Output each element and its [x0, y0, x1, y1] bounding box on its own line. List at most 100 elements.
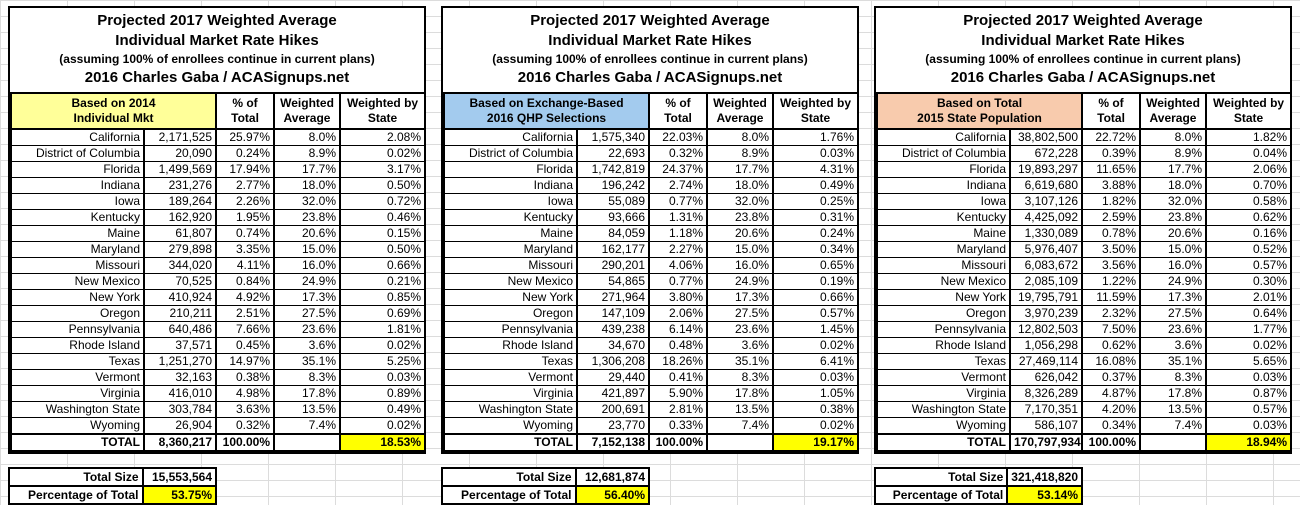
weighted-by-state-cell[interactable]: 0.89% [339, 385, 427, 402]
weighted-average-cell[interactable]: 17.8% [273, 385, 342, 402]
weighted-by-state-cell[interactable]: 0.16% [1205, 225, 1293, 242]
state-cell[interactable]: Washington State [876, 401, 1011, 418]
state-cell[interactable]: Missouri [876, 257, 1011, 274]
weighted-by-state-cell[interactable]: 0.02% [772, 337, 859, 354]
weighted-average-cell[interactable]: 7.4% [273, 417, 342, 435]
weighted-average-cell[interactable]: 8.3% [1139, 369, 1208, 386]
state-cell[interactable]: Wyoming [443, 417, 578, 435]
size-cell[interactable]: 672,228 [1008, 145, 1084, 162]
weighted-by-state-cell[interactable]: 0.49% [339, 401, 427, 418]
pct-of-total-cell[interactable]: 24.37% [648, 161, 708, 178]
weighted-by-state-cell[interactable]: 0.64% [1205, 305, 1293, 322]
state-cell[interactable]: Texas [10, 353, 145, 370]
size-cell[interactable]: 271,964 [576, 289, 650, 306]
weighted-average-cell[interactable]: 35.1% [706, 353, 774, 370]
state-cell[interactable]: Texas [443, 353, 578, 370]
pct-of-total-cell[interactable]: 1.31% [648, 209, 708, 226]
pct-of-total-cell[interactable]: 4.06% [648, 257, 708, 274]
state-cell[interactable]: Florida [443, 161, 578, 178]
pct-of-total-cell[interactable]: 1.22% [1081, 273, 1142, 290]
size-cell[interactable]: 55,089 [576, 193, 650, 210]
total-label-cell[interactable]: TOTAL [876, 433, 1011, 452]
weighted-average-header-cell[interactable]: Weighted Average [1139, 94, 1208, 130]
weighted-by-state-cell[interactable]: 0.50% [339, 177, 427, 194]
size-cell[interactable]: 1,330,089 [1008, 225, 1084, 242]
weighted-average-cell[interactable]: 15.0% [706, 241, 774, 258]
size-cell[interactable]: 1,056,298 [1008, 337, 1084, 354]
weighted-by-state-cell[interactable]: 2.08% [339, 128, 427, 146]
size-cell[interactable]: 61,807 [142, 225, 218, 242]
weighted-by-state-cell[interactable]: 0.85% [339, 289, 427, 306]
pct-of-total-cell[interactable]: 4.92% [215, 289, 276, 306]
size-cell[interactable]: 200,691 [576, 401, 650, 418]
pct-of-total-cell[interactable]: 2.32% [1081, 305, 1142, 322]
pct-of-total-cell[interactable]: 7.50% [1081, 321, 1142, 338]
weighted-average-cell[interactable]: 15.0% [1139, 241, 1208, 258]
size-cell[interactable]: 37,571 [142, 337, 218, 354]
weighted-by-state-cell[interactable]: 0.02% [1205, 337, 1293, 354]
pct-of-total-cell[interactable]: 3.88% [1081, 177, 1142, 194]
weighted-average-cell[interactable]: 32.0% [1139, 193, 1208, 210]
weighted-by-state-cell[interactable]: 1.82% [1205, 128, 1293, 146]
total-weighted-by-state-cell[interactable]: 19.17% [772, 433, 859, 452]
weighted-by-state-cell[interactable]: 5.25% [339, 353, 427, 370]
size-cell[interactable]: 189,264 [142, 193, 218, 210]
state-cell[interactable]: Missouri [443, 257, 578, 274]
size-cell[interactable]: 5,976,407 [1008, 241, 1084, 258]
weighted-average-cell[interactable]: 16.0% [1139, 257, 1208, 274]
weighted-average-cell[interactable]: 13.5% [1139, 401, 1208, 418]
state-cell[interactable]: Oregon [876, 305, 1011, 322]
pct-of-total-cell[interactable]: 1.18% [648, 225, 708, 242]
weighted-average-cell[interactable]: 27.5% [1139, 305, 1208, 322]
pct-of-total-cell[interactable]: 0.74% [215, 225, 276, 242]
weighted-by-state-cell[interactable]: 0.62% [1205, 209, 1293, 226]
state-cell[interactable]: Florida [876, 161, 1011, 178]
pct-of-total-cell[interactable]: 0.34% [1081, 417, 1142, 435]
weighted-by-state-cell[interactable]: 4.31% [772, 161, 859, 178]
pct-of-total-cell[interactable]: 22.03% [648, 128, 708, 146]
pct-of-total-cell[interactable]: 0.24% [215, 145, 276, 162]
size-cell[interactable]: 23,770 [576, 417, 650, 435]
pct-of-total-cell[interactable]: 0.33% [648, 417, 708, 435]
weighted-by-state-cell[interactable]: 0.03% [339, 369, 427, 386]
size-cell[interactable]: 290,201 [576, 257, 650, 274]
weighted-by-state-cell[interactable]: 0.46% [339, 209, 427, 226]
state-cell[interactable]: Maine [10, 225, 145, 242]
total-size-label-cell[interactable]: Total Size [8, 467, 144, 487]
total-weighted-by-state-cell[interactable]: 18.53% [339, 433, 427, 452]
state-cell[interactable]: Maine [876, 225, 1011, 242]
size-cell[interactable]: 34,670 [576, 337, 650, 354]
weighted-average-cell[interactable]: 24.9% [273, 273, 342, 290]
weighted-by-state-cell[interactable]: 3.17% [339, 161, 427, 178]
weighted-by-state-cell[interactable]: 0.65% [772, 257, 859, 274]
weighted-average-cell[interactable]: 18.0% [1139, 177, 1208, 194]
state-cell[interactable]: Pennsylvania [443, 321, 578, 338]
weighted-by-state-cell[interactable]: 6.41% [772, 353, 859, 370]
pct-of-total-cell[interactable]: 18.26% [648, 353, 708, 370]
weighted-by-state-cell[interactable]: 0.72% [339, 193, 427, 210]
weighted-by-state-cell[interactable]: 5.65% [1205, 353, 1293, 370]
size-cell[interactable]: 22,693 [576, 145, 650, 162]
weighted-average-cell[interactable]: 7.4% [1139, 417, 1208, 435]
state-cell[interactable]: Virginia [876, 385, 1011, 402]
size-cell[interactable]: 20,090 [142, 145, 218, 162]
state-cell[interactable]: Maryland [443, 241, 578, 258]
size-cell[interactable]: 279,898 [142, 241, 218, 258]
weighted-by-state-header-cell[interactable]: Weighted by State [339, 94, 427, 130]
weighted-by-state-cell[interactable]: 0.57% [1205, 401, 1293, 418]
pct-of-total-cell[interactable]: 0.84% [215, 273, 276, 290]
weighted-average-cell[interactable]: 3.6% [706, 337, 774, 354]
weighted-average-cell[interactable]: 16.0% [706, 257, 774, 274]
size-cell[interactable]: 626,042 [1008, 369, 1084, 386]
pct-of-total-cell[interactable]: 7.66% [215, 321, 276, 338]
weighted-by-state-cell[interactable]: 0.25% [772, 193, 859, 210]
pct-of-total-cell[interactable]: 17.94% [215, 161, 276, 178]
basis-header-cell[interactable]: Based on Total 2015 State Population [875, 94, 1084, 130]
weighted-average-cell[interactable]: 23.8% [273, 209, 342, 226]
weighted-average-cell[interactable]: 32.0% [706, 193, 774, 210]
state-cell[interactable]: Rhode Island [10, 337, 145, 354]
pct-of-total-cell[interactable]: 0.77% [648, 193, 708, 210]
pct-of-total-cell[interactable]: 2.81% [648, 401, 708, 418]
weighted-by-state-cell[interactable]: 0.02% [339, 145, 427, 162]
weighted-by-state-cell[interactable]: 0.66% [339, 257, 427, 274]
